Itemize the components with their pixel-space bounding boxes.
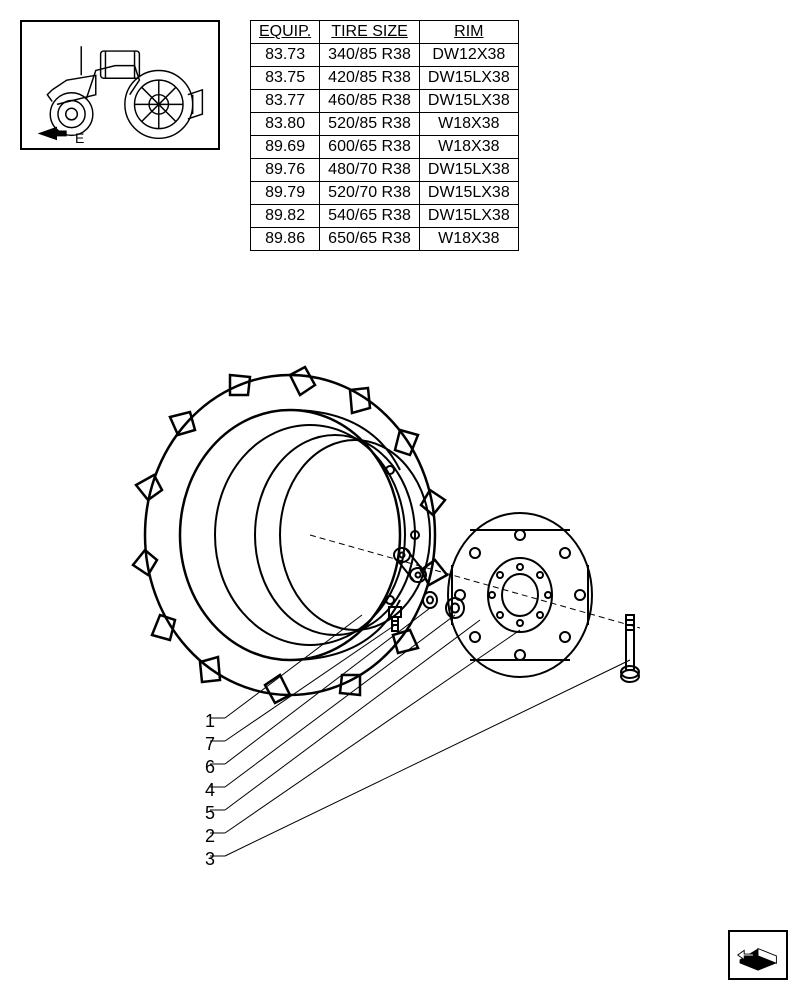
- exploded-diagram: [100, 360, 700, 860]
- page-nav-icon: [728, 930, 788, 980]
- callout-6: 6: [205, 756, 215, 779]
- table-cell: 83.73: [251, 44, 320, 67]
- table-cell: DW15LX38: [419, 205, 518, 228]
- callout-3: 3: [205, 848, 215, 871]
- col-tire-size: TIRE SIZE: [320, 21, 420, 44]
- table-cell: 83.80: [251, 113, 320, 136]
- table-cell: 540/65 R38: [320, 205, 420, 228]
- table-cell: DW15LX38: [419, 159, 518, 182]
- table-row: 89.69600/65 R38W18X38: [251, 136, 519, 159]
- table-cell: 600/65 R38: [320, 136, 420, 159]
- table-cell: 460/85 R38: [320, 90, 420, 113]
- table-cell: DW12X38: [419, 44, 518, 67]
- tire-rim-table: EQUIP. TIRE SIZE RIM 83.73340/85 R38DW12…: [250, 20, 519, 251]
- callout-2: 2: [205, 825, 215, 848]
- table-row: 89.79520/70 R38DW15LX38: [251, 182, 519, 205]
- col-equip: EQUIP.: [251, 21, 320, 44]
- table-cell: 89.82: [251, 205, 320, 228]
- table-row: 89.76480/70 R38DW15LX38: [251, 159, 519, 182]
- table-cell: 89.69: [251, 136, 320, 159]
- table-row: 83.77460/85 R38DW15LX38: [251, 90, 519, 113]
- tractor-thumbnail: [20, 20, 220, 150]
- table-header-row: EQUIP. TIRE SIZE RIM: [251, 21, 519, 44]
- table-row: 89.82540/65 R38DW15LX38: [251, 205, 519, 228]
- table-cell: W18X38: [419, 136, 518, 159]
- table-cell: 89.76: [251, 159, 320, 182]
- table-cell: W18X38: [419, 228, 518, 251]
- table-row: 83.75420/85 R38DW15LX38: [251, 67, 519, 90]
- table-cell: W18X38: [419, 113, 518, 136]
- icon-label: E: [75, 130, 84, 146]
- table-cell: DW15LX38: [419, 182, 518, 205]
- table-cell: 520/85 R38: [320, 113, 420, 136]
- table-cell: 420/85 R38: [320, 67, 420, 90]
- table-cell: DW15LX38: [419, 67, 518, 90]
- table-cell: 480/70 R38: [320, 159, 420, 182]
- callout-7: 7: [205, 733, 215, 756]
- callout-4: 4: [205, 779, 215, 802]
- table-cell: 89.86: [251, 228, 320, 251]
- table-cell: 520/70 R38: [320, 182, 420, 205]
- table-cell: 83.77: [251, 90, 320, 113]
- table-row: 89.86650/65 R38W18X38: [251, 228, 519, 251]
- table-row: 83.80520/85 R38W18X38: [251, 113, 519, 136]
- callout-1: 1: [205, 710, 215, 733]
- table-cell: 89.79: [251, 182, 320, 205]
- table-cell: 340/85 R38: [320, 44, 420, 67]
- table-cell: 83.75: [251, 67, 320, 90]
- callout-5: 5: [205, 802, 215, 825]
- table-cell: 650/65 R38: [320, 228, 420, 251]
- col-rim: RIM: [419, 21, 518, 44]
- table-cell: DW15LX38: [419, 90, 518, 113]
- callout-list: 1 7 6 4 5 2 3: [205, 710, 215, 871]
- table-row: 83.73340/85 R38DW12X38: [251, 44, 519, 67]
